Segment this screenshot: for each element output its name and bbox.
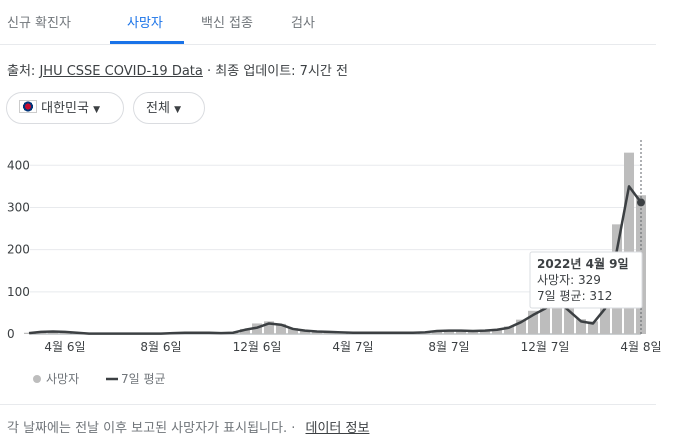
bar <box>576 319 586 334</box>
bar <box>504 326 514 334</box>
flag-icon <box>19 100 37 113</box>
bar <box>432 330 442 334</box>
y-tick-label: 300 <box>7 200 30 214</box>
x-tick-label: 8월 6일 <box>140 340 181 354</box>
divider <box>0 404 656 405</box>
x-tick-label: 12월 7일 <box>521 340 570 354</box>
bar <box>600 302 610 334</box>
bar <box>288 328 298 334</box>
x-tick-label: 4월 8일 <box>620 340 661 354</box>
y-tick-label: 100 <box>7 285 30 299</box>
divider <box>0 44 656 45</box>
bar <box>264 321 274 334</box>
y-tick-label: 200 <box>7 243 30 257</box>
footer: 각 날짜에는 전날 이후 보고된 사망자가 표시됩니다. · 데이터 정보 <box>7 417 369 436</box>
tooltip-line: 사망자: 329 <box>537 273 601 287</box>
range-dropdown[interactable]: 전체 ▼ <box>133 92 205 124</box>
bar <box>300 330 310 334</box>
country-label: 대한민국 <box>41 101 89 116</box>
bar <box>276 323 286 334</box>
bar <box>516 319 526 334</box>
tab-active[interactable]: 사망자 <box>127 16 163 31</box>
x-tick-label: 4월 7일 <box>332 340 373 354</box>
tab[interactable]: 신규 확진자 <box>7 16 71 31</box>
bar <box>24 332 34 334</box>
tooltip-date: 2022년 4월 9일 <box>537 256 629 271</box>
x-tick-label: 12월 6일 <box>233 340 282 354</box>
legend-label: 사망자 <box>46 372 79 386</box>
source-prefix: 출처: <box>7 64 36 79</box>
legend-label: 7일 평균 <box>121 372 166 386</box>
tab[interactable]: 백신 접종 <box>201 16 253 31</box>
bar <box>492 328 502 334</box>
tooltip-line: 7일 평균: 312 <box>537 289 612 303</box>
x-tick-label: 4월 6일 <box>44 340 85 354</box>
bar <box>624 152 634 334</box>
bar <box>468 330 478 334</box>
bar <box>528 310 538 334</box>
source-link[interactable]: JHU CSSE COVID-19 Data <box>39 64 203 79</box>
line <box>28 185 643 335</box>
bar <box>564 307 574 334</box>
legend-swatch <box>33 375 41 383</box>
tooltip-box <box>529 251 643 309</box>
y-tick-label: 0 <box>7 327 15 341</box>
footer-note: 각 날짜에는 전날 이후 보고된 사망자가 표시됩니다. · <box>7 421 296 436</box>
bar <box>456 330 466 334</box>
bar <box>480 330 490 334</box>
footer-link[interactable]: 데이터 정보 <box>305 421 370 436</box>
source-suffix: · 최종 업데이트: 7시간 전 <box>207 64 348 79</box>
y-tick-label: 400 <box>7 158 30 172</box>
range-label: 전체 <box>146 101 170 116</box>
tab-underline <box>110 41 184 44</box>
bar <box>240 328 250 334</box>
x-tick-label: 8월 7일 <box>428 340 469 354</box>
source: 출처: JHU CSSE COVID-19 Data · 최종 업데이트: 7시… <box>7 60 348 79</box>
bar <box>540 304 550 334</box>
country-dropdown[interactable]: 대한민국 ▼ <box>6 92 124 124</box>
hover-dot <box>637 198 645 207</box>
bar <box>588 321 598 334</box>
bar <box>552 293 562 334</box>
bar <box>444 330 454 334</box>
tab[interactable]: 검사 <box>291 16 315 31</box>
